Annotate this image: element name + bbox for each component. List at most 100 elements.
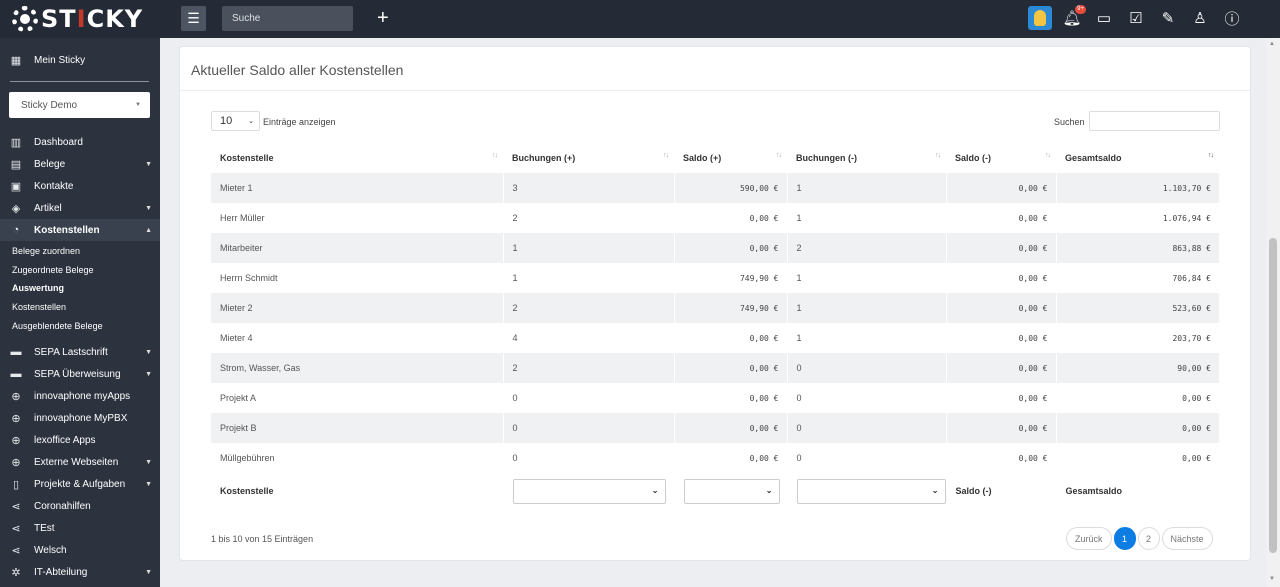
sidebar-item-kostenstellen[interactable]: ◔ Kostenstellen ▲ bbox=[0, 219, 160, 241]
sidebar-item-dashboard[interactable]: ▥ Dashboard bbox=[0, 131, 160, 153]
table-cell: 0,00 € bbox=[673, 413, 787, 443]
sidebar-item-welsch[interactable]: ⋖ Welsch bbox=[0, 539, 160, 561]
pagination-next-button[interactable]: Nächste bbox=[1161, 527, 1213, 550]
table-search-input[interactable] bbox=[1089, 111, 1220, 131]
bank-icon: ▬ bbox=[10, 346, 22, 358]
table-row[interactable]: Mitarbeiter 1 0,00 €2 0,00 €863,88 € bbox=[211, 233, 1219, 263]
table-cell: 1 bbox=[786, 173, 946, 203]
caret-down-icon: ▼ bbox=[145, 370, 152, 378]
hamburger-icon: ☰ bbox=[187, 10, 200, 26]
chat-icon[interactable]: ▭ bbox=[1096, 10, 1112, 27]
table-cell: 0,00 € bbox=[945, 233, 1056, 263]
avatar-icon[interactable] bbox=[1028, 6, 1052, 30]
table-cell: 0 bbox=[786, 353, 946, 383]
chevron-down-icon: ⌄ bbox=[931, 485, 939, 495]
footer-saldo-minus: Saldo (-) bbox=[945, 473, 1056, 509]
scrollbar[interactable]: ▲ ▼ bbox=[1266, 38, 1280, 587]
sidebar-item-kontakte[interactable]: ▣ Kontakte bbox=[0, 175, 160, 197]
table-row[interactable]: Projekt A 0 0,00 €0 0,00 €0,00 € bbox=[211, 383, 1219, 413]
scroll-down-icon[interactable]: ▼ bbox=[1269, 576, 1275, 582]
add-button[interactable]: + bbox=[377, 6, 389, 30]
table-cell: 0 bbox=[786, 383, 946, 413]
sidebar-item-sepa-lastschrift[interactable]: ▬ SEPA Lastschrift ▼ bbox=[0, 341, 160, 363]
filter-select-saldo-plus[interactable]: ⌄ bbox=[683, 478, 780, 504]
table-row[interactable]: Herr Müller 2 0,00 €1 0,00 €1.076,94 € bbox=[211, 203, 1219, 233]
table-cell: 1 bbox=[786, 203, 946, 233]
column-header-gesamtsaldo[interactable]: Gesamtsaldo ↑↓ bbox=[1065, 152, 1214, 163]
table-cell: 203,70 € bbox=[1055, 323, 1219, 353]
sidebar-subitem-kostenstellen[interactable]: Kostenstellen bbox=[12, 301, 67, 312]
column-header-saldo-minus[interactable]: Saldo (-) ↑↓ bbox=[955, 152, 1051, 163]
sidebar-item-label: Artikel bbox=[34, 202, 62, 214]
column-header-kostenstelle[interactable]: Kostenstelle ↑↓ bbox=[220, 152, 498, 163]
pencil-icon[interactable]: ✎ bbox=[1161, 10, 1175, 27]
sidebar-item-mein-sticky[interactable]: ▦ Mein Sticky bbox=[0, 49, 160, 71]
table-cell: 590,00 € bbox=[673, 173, 787, 203]
bell-icon[interactable]: 🔔︎ 9+ bbox=[1062, 5, 1086, 27]
sidebar-item-innovaphone-mypbx[interactable]: ⊕ innovaphone MyPBX bbox=[0, 407, 160, 429]
sidebar-subitem-belege-zuordnen[interactable]: Belege zuordnen bbox=[12, 245, 81, 256]
sidebar-item-innovaphone-myapps[interactable]: ⊕ innovaphone myApps bbox=[0, 385, 160, 407]
footer-kostenstelle: Kostenstelle bbox=[211, 473, 503, 509]
table-row[interactable]: Müllgebühren 0 0,00 €0 0,00 €0,00 € bbox=[211, 443, 1219, 473]
filter-select-buchungen-minus[interactable]: ⌄ bbox=[796, 478, 946, 504]
page-length-select[interactable]: 10 ⌄ bbox=[211, 111, 260, 131]
table-cell: 1 bbox=[502, 263, 674, 293]
table-row[interactable]: Mieter 2 2 749,90 €1 0,00 €523,60 € bbox=[211, 293, 1219, 323]
sidebar-item-label: Welsch bbox=[34, 544, 67, 556]
table-cell: 749,90 € bbox=[673, 293, 787, 323]
table-cell: 2 bbox=[502, 353, 674, 383]
table-cell: 0,00 € bbox=[945, 413, 1056, 443]
table-cell: 1 bbox=[786, 323, 946, 353]
notification-badge: 9+ bbox=[1075, 5, 1086, 14]
table-cell: 3 bbox=[502, 173, 674, 203]
page-length-label: Einträge anzeigen bbox=[263, 117, 336, 127]
scrollbar-thumb[interactable] bbox=[1269, 238, 1277, 553]
table-row[interactable]: Mieter 1 3 590,00 €1 0,00 €1.103,70 € bbox=[211, 173, 1219, 203]
user-icon[interactable]: ♙ bbox=[1193, 10, 1207, 27]
sidebar-item-artikel[interactable]: ◈ Artikel ▼ bbox=[0, 197, 160, 219]
checkbox-icon[interactable]: ☑ bbox=[1129, 10, 1143, 27]
sidebar-item-externe-webseiten[interactable]: ⊕ Externe Webseiten ▼ bbox=[0, 451, 160, 473]
sidebar-subitem-ausgeblendete-belege[interactable]: Ausgeblendete Belege bbox=[12, 320, 103, 331]
globe-icon: ⊕ bbox=[11, 434, 21, 447]
sidebar-item-it-abteilung[interactable]: ✲ IT-Abteilung ▼ bbox=[0, 561, 160, 583]
company-select[interactable]: Sticky Demo ▼ bbox=[9, 92, 150, 118]
table-cell: 706,84 € bbox=[1055, 263, 1219, 293]
table-cell: 0,00 € bbox=[945, 353, 1056, 383]
sidebar-subitem-zugeordnete-belege[interactable]: Zugeordnete Belege bbox=[12, 264, 94, 275]
scroll-up-icon[interactable]: ▲ bbox=[1269, 41, 1275, 47]
logo[interactable]: STICKY bbox=[12, 5, 162, 33]
sidebar-item-belege[interactable]: ▤ Belege ▼ bbox=[0, 153, 160, 175]
column-header-saldo-plus[interactable]: Saldo (+) ↑↓ bbox=[683, 152, 782, 163]
sidebar-item-sepa-ueberweisung[interactable]: ▬ SEPA Überweisung ▼ bbox=[0, 363, 160, 385]
table-row[interactable]: Herrn Schmidt 1 749,90 €1 0,00 €706,84 € bbox=[211, 263, 1219, 293]
sidebar-item-lexoffice-apps[interactable]: ⊕ lexoffice Apps bbox=[0, 429, 160, 451]
sidebar-item-test[interactable]: ⋖ TEst bbox=[0, 517, 160, 539]
caret-down-icon: ▼ bbox=[145, 160, 152, 168]
pagination-prev-button[interactable]: Zurück bbox=[1066, 527, 1112, 550]
caret-down-icon: ▼ bbox=[145, 204, 152, 212]
table-row[interactable]: Mieter 4 4 0,00 €1 0,00 €203,70 € bbox=[211, 323, 1219, 353]
sort-icon: ↑↓ bbox=[935, 152, 941, 159]
global-search-input[interactable] bbox=[222, 6, 353, 31]
column-header-buchungen-plus[interactable]: Buchungen (+) ↑↓ bbox=[512, 152, 669, 163]
column-header-buchungen-minus[interactable]: Buchungen (-) ↑↓ bbox=[796, 152, 941, 163]
table-cell: Müllgebühren bbox=[220, 453, 275, 463]
table-cell: 863,88 € bbox=[1055, 233, 1219, 263]
top-bar: STICKY ☰ + 🔔︎9+ ▭ ☑ ✎ ♙ ⓘ bbox=[0, 0, 1280, 38]
table-row[interactable]: Strom, Wasser, Gas 2 0,00 €0 0,00 €90,00 € bbox=[211, 353, 1219, 383]
filter-select-buchungen-plus[interactable]: ⌄ bbox=[512, 478, 666, 504]
table-footer-row: Kostenstelle ⌄ ⌄ ⌄ Saldo (-) Gesamtsaldo bbox=[211, 473, 1219, 509]
box-icon: ◈ bbox=[11, 202, 21, 215]
pagination-page-1[interactable]: 1 bbox=[1113, 527, 1136, 550]
table-row[interactable]: Projekt B 0 0,00 €0 0,00 €0,00 € bbox=[211, 413, 1219, 443]
sort-icon: ↑↓ bbox=[663, 152, 669, 159]
help-icon[interactable]: ⓘ bbox=[1224, 10, 1240, 28]
menu-toggle-button[interactable]: ☰ bbox=[181, 6, 206, 31]
sidebar-subitem-auswertung[interactable]: Auswertung bbox=[12, 282, 65, 293]
sidebar-item-projekte-aufgaben[interactable]: ▯ Projekte & Aufgaben ▼ bbox=[0, 473, 160, 495]
pagination-page-2[interactable]: 2 bbox=[1137, 527, 1160, 550]
sidebar-item-coronahilfen[interactable]: ⋖ Coronahilfen bbox=[0, 495, 160, 517]
table-cell: 0 bbox=[786, 413, 946, 443]
